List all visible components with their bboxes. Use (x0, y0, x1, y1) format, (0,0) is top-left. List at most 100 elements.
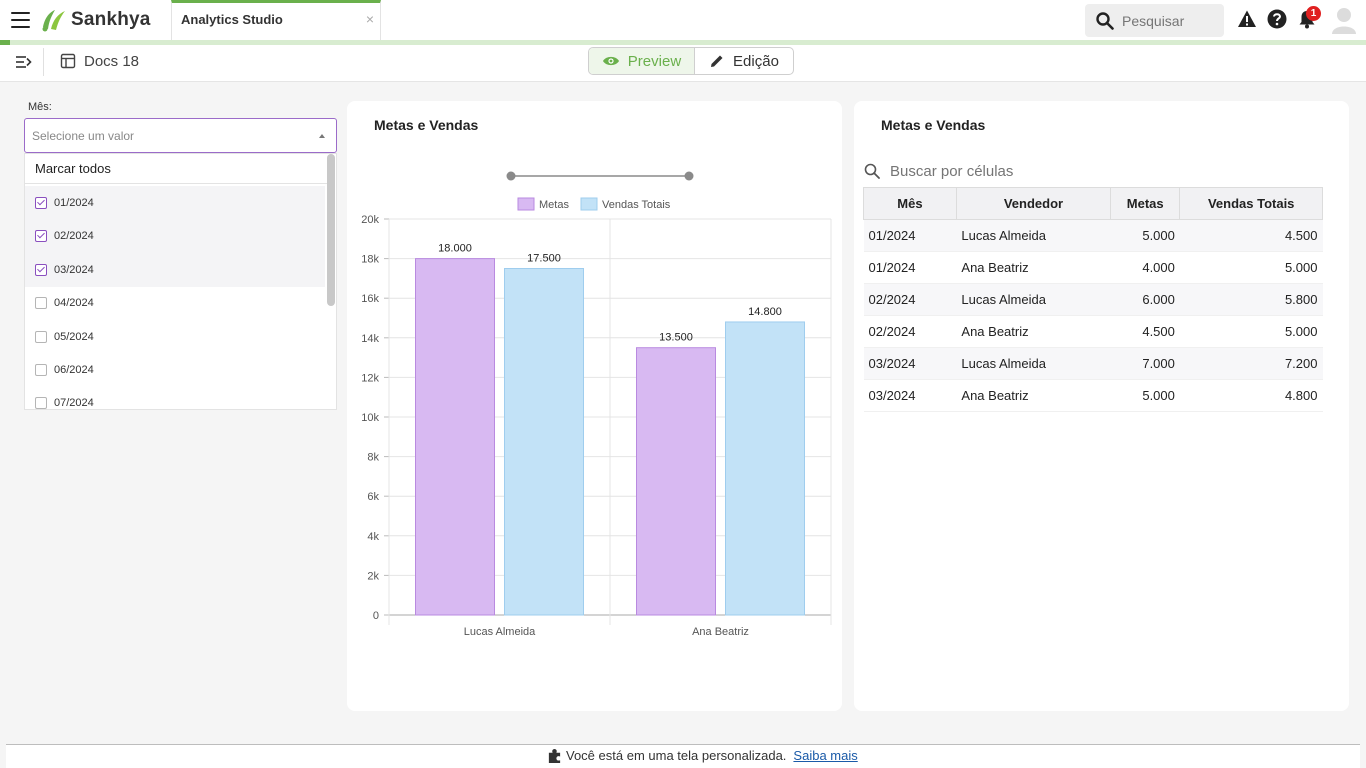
notification-badge: 1 (1306, 6, 1321, 21)
column-header[interactable]: Vendedor (955, 187, 1112, 220)
table-cell: Lucas Almeida (956, 347, 1111, 380)
y-tick-label: 16k (361, 293, 379, 305)
bar-chart: Metas Vendas Totais 0 2k 4k 6k 8k 10k 12k 14k 16k 1… (361, 171, 832, 638)
divider (43, 48, 44, 76)
table-row[interactable]: 02/2024 Lucas Almeida 6.000 5.800 (863, 283, 1323, 316)
column-header[interactable]: Vendas Totais (1179, 187, 1323, 220)
table-row[interactable]: 03/2024 Ana Beatriz 5.000 4.800 (863, 379, 1323, 412)
table-header-row: Mês Vendedor Metas Vendas Totais (863, 187, 1323, 220)
table-row[interactable]: 03/2024 Lucas Almeida 7.000 7.200 (863, 347, 1323, 380)
checkbox-icon[interactable] (35, 330, 47, 343)
global-search[interactable] (1085, 4, 1224, 37)
warning-icon[interactable] (1237, 9, 1257, 29)
table-cell: 5.000 (1110, 219, 1180, 252)
column-header[interactable]: Mês (863, 187, 957, 220)
y-tick-label: 14k (361, 333, 379, 345)
collapse-panel-icon[interactable] (15, 54, 33, 70)
table-search-input[interactable] (890, 162, 1150, 180)
chart-title: Metas e Vendas (374, 117, 479, 133)
table-cell: 4.500 (1179, 219, 1323, 252)
dashboard-icon (60, 53, 76, 69)
month-option[interactable]: 02/2024 (25, 219, 325, 254)
table-search[interactable] (864, 160, 1164, 182)
table-cell: 03/2024 (863, 379, 957, 412)
month-option[interactable]: 07/2024 (25, 386, 325, 410)
month-option-label: 04/2024 (54, 297, 94, 310)
y-tick-label: 12k (361, 372, 379, 384)
month-option-label: 02/2024 (54, 230, 94, 243)
help-icon[interactable] (1267, 9, 1287, 29)
menu-icon[interactable] (11, 12, 30, 28)
dropdown-scrollbar[interactable] (327, 154, 335, 306)
y-tick-label: 6k (367, 491, 379, 503)
puzzle-icon (548, 748, 561, 763)
bar-value-label: 17.500 (527, 253, 561, 265)
mode-toggle: Preview Edição (588, 47, 794, 75)
column-header[interactable]: Metas (1110, 187, 1181, 220)
checkbox-icon[interactable] (35, 364, 47, 376)
x-tick-label: Ana Beatriz (692, 626, 749, 638)
month-option[interactable]: 01/2024 (25, 186, 325, 220)
checkbox-checked-icon[interactable] (35, 263, 47, 276)
footer-message: Você está em uma tela personalizada. (566, 748, 787, 763)
checkbox-checked-icon[interactable] (35, 230, 47, 243)
table-cell: 4.000 (1110, 251, 1180, 284)
tab-analytics-studio[interactable]: Analytics Studio × (171, 0, 381, 40)
month-option[interactable]: 05/2024 (25, 320, 325, 354)
month-option[interactable]: 06/2024 (25, 353, 325, 387)
top-bar: Sankhya Analytics Studio × 1 (0, 0, 1366, 40)
y-tick-label: 0 (373, 610, 379, 622)
table-cell: 7.200 (1179, 347, 1323, 380)
brand-name: Sankhya (71, 9, 151, 30)
bar-value-label: 18.000 (438, 243, 472, 255)
month-option[interactable]: 04/2024 (25, 286, 325, 320)
search-input[interactable] (1122, 12, 1222, 29)
checkbox-checked-icon[interactable] (35, 197, 47, 209)
table-title: Metas e Vendas (881, 117, 986, 133)
table-cell: Ana Beatriz (956, 315, 1111, 348)
table-cell: 5.000 (1110, 379, 1180, 412)
month-filter-label: Mês: (28, 101, 52, 113)
learn-more-link[interactable]: Saiba mais (793, 748, 858, 763)
table-row[interactable]: 02/2024 Ana Beatriz 4.500 5.000 (863, 315, 1323, 348)
checkbox-icon[interactable] (35, 397, 47, 409)
select-all-option[interactable]: Marcar todos (25, 154, 327, 184)
month-option-label: 06/2024 (54, 364, 94, 376)
month-option-label: 05/2024 (54, 330, 94, 343)
avatar[interactable] (1331, 6, 1357, 34)
bar (636, 347, 716, 616)
y-tick-label: 10k (361, 412, 379, 424)
checkbox-icon[interactable] (35, 297, 47, 310)
close-icon[interactable]: × (365, 11, 374, 27)
edit-button[interactable]: Edição (695, 48, 793, 74)
bar (725, 321, 805, 616)
caret-up-icon (319, 134, 325, 138)
eye-icon (602, 56, 619, 66)
y-tick-label: 2k (367, 570, 379, 582)
month-dropdown[interactable]: Marcar todos 01/2024 02/2024 03/2024 04/202… (24, 153, 337, 410)
table-cell: 5.000 (1179, 315, 1323, 348)
x-tick-label: Lucas Almeida (464, 626, 536, 638)
month-option-label: 01/2024 (54, 197, 94, 209)
table-cell: 6.000 (1110, 283, 1180, 316)
table-row[interactable]: 01/2024 Ana Beatriz 4.000 5.000 (863, 251, 1323, 284)
chart-card: Metas e Vendas Metas Vendas Totais 0 2k 4k 6k… (347, 101, 842, 711)
y-tick-label: 4k (367, 531, 379, 543)
preview-button[interactable]: Preview (589, 48, 695, 74)
legend-label: Metas (539, 199, 569, 211)
table-cell: 4.800 (1179, 379, 1323, 412)
legend-label: Vendas Totais (602, 199, 671, 211)
pencil-icon (711, 55, 723, 67)
brand-logo[interactable]: Sankhya (40, 7, 151, 33)
legend-swatch (517, 197, 535, 211)
table-cell: 5.000 (1179, 251, 1323, 284)
bar (415, 258, 495, 616)
y-tick-label: 18k (361, 254, 379, 266)
search-icon (1096, 11, 1114, 30)
y-tick-label: 8k (367, 452, 379, 464)
month-select[interactable]: Selecione um valor (24, 118, 337, 153)
bar-value-label: 14.800 (748, 306, 782, 318)
table-row[interactable]: 01/2024 Lucas Almeida 5.000 4.500 (863, 219, 1323, 252)
month-option-label: 07/2024 (54, 397, 94, 410)
month-option[interactable]: 03/2024 (25, 252, 325, 287)
